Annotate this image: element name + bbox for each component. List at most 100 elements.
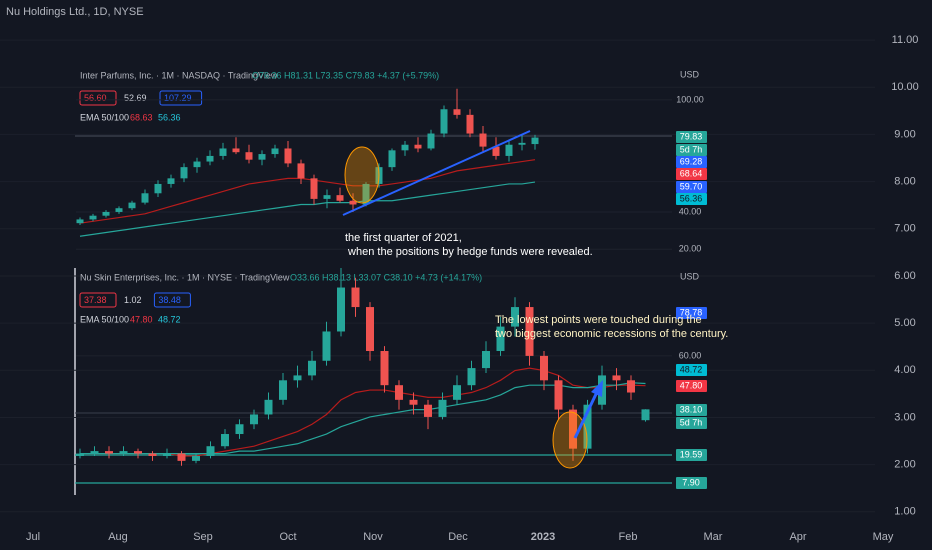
- candle-body: [308, 360, 316, 376]
- highlight: [344, 146, 380, 204]
- ohlc-label: O33.66 H38.13 L33.07 C38.10 +4.73 (+14.1…: [290, 272, 482, 282]
- trend-line: [342, 130, 531, 216]
- candle-body: [467, 368, 476, 386]
- plot-layer: 11.00 10.00 9.00 8.00 7.00 6.00 5.00 4.00 3.00 2.…: [0, 34, 919, 543]
- candle-body: [167, 178, 175, 184]
- candle-body: [297, 163, 305, 179]
- candle-body: [401, 144, 409, 151]
- candle-body: [554, 380, 563, 410]
- inset-title: Nu Skin Enterprises, Inc. · 1M · NYSE · …: [80, 272, 290, 282]
- candle-body: [409, 399, 418, 405]
- price-tag-label: 38.10: [680, 404, 703, 414]
- candle-body: [531, 137, 539, 145]
- indicator-value: 38.48: [158, 295, 181, 305]
- arrow-head: [591, 380, 603, 397]
- candle-body: [479, 133, 487, 147]
- candle-body: [427, 133, 435, 149]
- price-tag-label: 69.28: [680, 156, 703, 166]
- candle-body: [583, 404, 592, 449]
- x-tick-label: May: [873, 531, 894, 543]
- price-tag: [676, 404, 707, 416]
- annotation: The lowest points were touched during th…: [495, 314, 702, 326]
- y-tick-label: 60.00: [679, 350, 702, 360]
- candle-body: [264, 399, 273, 415]
- candle-body: [119, 451, 128, 454]
- candle-body: [323, 195, 331, 199]
- x-tick-label: Jul: [26, 531, 40, 543]
- ema-value: 48.72: [158, 314, 181, 324]
- candle-body: [128, 202, 136, 209]
- y-tick-label: 40.00: [679, 206, 702, 216]
- candle-body: [105, 451, 113, 454]
- x-tick-label: Sep: [193, 531, 213, 543]
- indicator-box: [153, 292, 191, 308]
- candle-body: [336, 195, 344, 201]
- currency: USD: [680, 69, 700, 79]
- y-tick-label: 100.00: [676, 94, 704, 104]
- candle-body: [612, 375, 621, 381]
- indicator-box: [159, 90, 203, 106]
- y-tick-label: 8.00: [894, 176, 915, 188]
- candle-body: [115, 208, 123, 212]
- price-tag-label: 5d 7h: [680, 417, 703, 427]
- indicator-value: 1.02: [124, 295, 142, 305]
- candle-body: [206, 155, 214, 162]
- candle-body: [525, 307, 534, 356]
- y-tick-label: 3.00: [894, 411, 915, 423]
- candle-body: [627, 380, 635, 393]
- price-tag: [676, 364, 707, 376]
- candle-body: [141, 193, 149, 203]
- price-tag: [676, 131, 707, 143]
- x-tick-label: 2023: [531, 531, 555, 543]
- inset-title: Inter Parfums, Inc. · 1M · NASDAQ · Trad…: [80, 70, 278, 80]
- candle-body: [235, 424, 244, 435]
- x-tick-label: Aug: [108, 531, 128, 543]
- candle-body: [148, 453, 157, 456]
- candle-body: [395, 385, 403, 400]
- candle-body: [505, 144, 513, 156]
- candle-body: [492, 146, 500, 156]
- candle-body: [351, 287, 360, 308]
- candle-body: [163, 453, 171, 456]
- candle-body: [102, 211, 110, 216]
- price-tag: [676, 181, 707, 193]
- y-tick-label: 2.00: [894, 459, 915, 471]
- candle-body: [349, 200, 357, 205]
- y-tick-label: 6.00: [894, 270, 915, 282]
- candle-body: [310, 178, 318, 199]
- annotation: two biggest economic recessions of the c…: [495, 328, 728, 340]
- price-tag-label: 79.83: [680, 131, 703, 141]
- candle-body: [440, 109, 448, 134]
- ema-line: [80, 367, 646, 457]
- x-tick-label: Apr: [789, 531, 806, 543]
- ema-line: [79, 181, 536, 237]
- candle-body: [192, 455, 200, 461]
- candle-body: [193, 161, 201, 168]
- candle-body: [466, 114, 474, 134]
- candle-body: [250, 414, 258, 425]
- candle-body: [380, 351, 389, 386]
- candle-body: [424, 404, 432, 417]
- price-tag: [676, 168, 707, 180]
- candle-body: [453, 385, 461, 400]
- price-tag-label: 5d 7h: [680, 144, 703, 154]
- price-tag-label: 48.72: [680, 364, 703, 374]
- price-tag: [676, 144, 707, 156]
- candle-body: [453, 109, 461, 115]
- candle-body: [540, 355, 548, 381]
- annotation: the first quarter of 2021,: [345, 232, 462, 244]
- candle-body: [569, 409, 577, 449]
- indicator-box: [79, 90, 117, 106]
- candle-body: [76, 219, 84, 224]
- candle-body: [154, 183, 162, 194]
- y-tick-label: 1.00: [894, 506, 915, 518]
- candle-body: [221, 434, 229, 447]
- x-tick-label: Oct: [279, 531, 296, 543]
- price-tag-label: 68.64: [680, 168, 703, 178]
- y-tick-label: 4.00: [894, 364, 915, 376]
- y-tick-label: 10.00: [891, 81, 919, 93]
- candle-body: [180, 167, 188, 179]
- price-tag-label: 59.70: [680, 181, 703, 191]
- price-tag: [676, 449, 707, 461]
